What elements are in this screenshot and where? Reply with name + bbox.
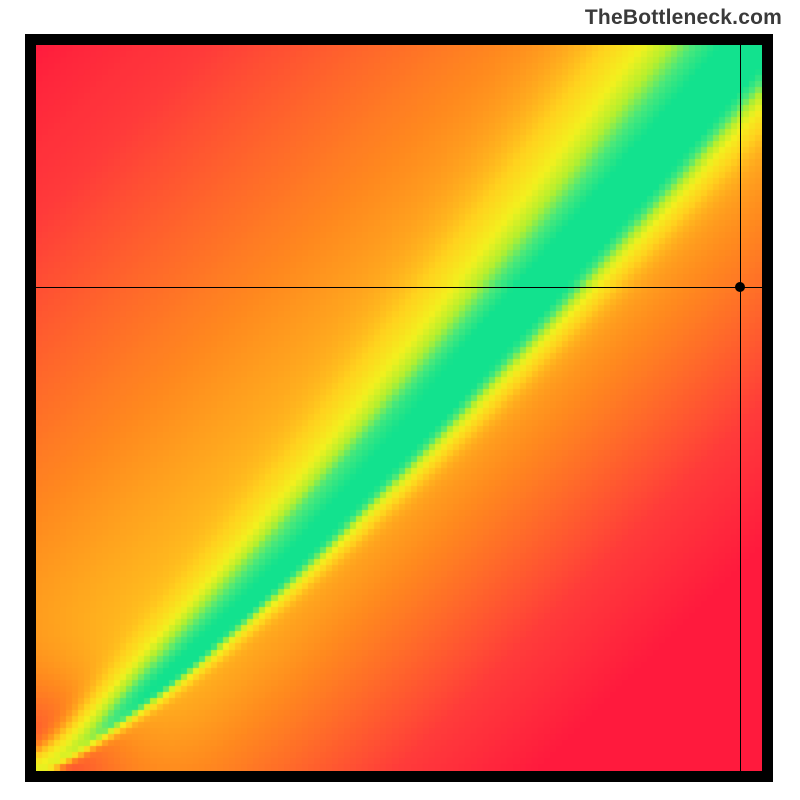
heatmap-canvas — [36, 45, 762, 771]
watermark-text: TheBottleneck.com — [585, 6, 782, 30]
crosshair-vertical-line — [740, 45, 741, 771]
page-container: TheBottleneck.com — [0, 0, 800, 800]
selection-marker-dot — [735, 282, 745, 292]
crosshair-horizontal-line — [36, 287, 762, 288]
heatmap-plot-frame — [25, 34, 773, 782]
